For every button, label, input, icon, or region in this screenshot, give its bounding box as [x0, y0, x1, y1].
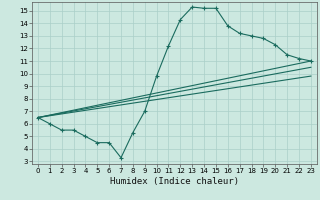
X-axis label: Humidex (Indice chaleur): Humidex (Indice chaleur) — [110, 177, 239, 186]
